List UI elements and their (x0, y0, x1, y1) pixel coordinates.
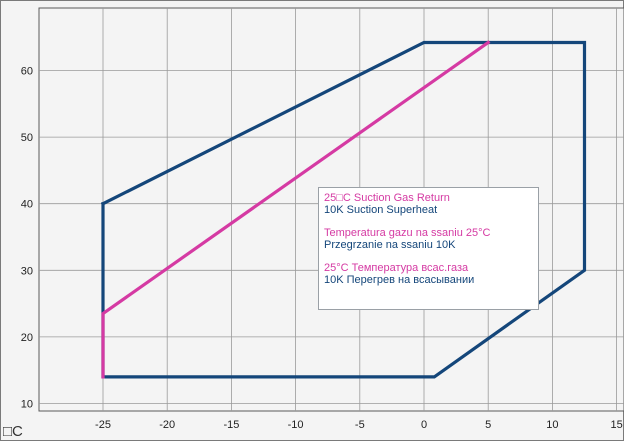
x-tick-label-4: -5 (355, 419, 365, 431)
x-tick-label-3: -10 (288, 419, 304, 431)
tick-labels: -25 -20 -15 -10 -5 0 5 10 15 10 20 30 40 50 60 (21, 66, 623, 432)
legend-entry-suction-superheat-pl: Przegrzanie na ssaniu 10K (324, 238, 456, 251)
x-tick-label-5: 0 (421, 419, 427, 431)
x-tick-label-1: -20 (159, 419, 175, 431)
y-tick-label-3: 40 (21, 199, 33, 211)
x-axis-unit-label: □C (3, 423, 23, 440)
y-tick-label-2: 30 (21, 265, 33, 277)
x-tick-label-0: -25 (95, 419, 111, 431)
legend-entry-suction-gas-return-en: 25□C Suction Gas Return (324, 192, 450, 204)
legend-entry-suction-gas-return-ru: 25°C Температура всас.газа (324, 262, 469, 274)
series-layer (100, 40, 587, 379)
legend: 25□C Suction Gas Return 10K Suction Supe… (318, 187, 539, 310)
legend-entry-suction-superheat-en: 10K Suction Superheat (324, 203, 438, 216)
x-tick-label-7: 10 (546, 419, 558, 431)
y-tick-label-0: 10 (21, 399, 33, 411)
series-line-1 (101, 40, 491, 379)
legend-entry-suction-gas-return-pl: Temperatura gazu na ssaniu 25°C (324, 227, 491, 239)
y-tick-label-1: 20 (21, 332, 33, 344)
y-tick-label-4: 50 (21, 132, 33, 144)
x-tick-label-6: 5 (485, 419, 491, 431)
x-tick-label-8: 15 (610, 419, 622, 431)
y-tick-label-5: 60 (21, 66, 33, 78)
legend-entry-suction-superheat-ru: 10K Перегрев на всасывании (324, 273, 475, 286)
x-tick-label-2: -15 (223, 419, 239, 431)
